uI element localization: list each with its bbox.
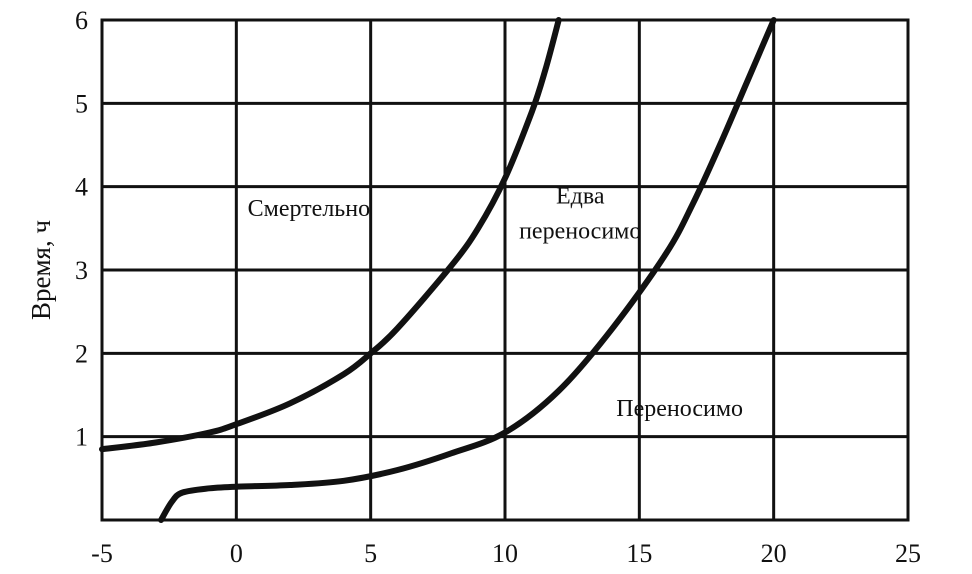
region-label: Переносимо	[616, 396, 743, 422]
x-tick-label: -5	[91, 539, 113, 568]
curves	[99, 17, 777, 523]
region-label: переносимо	[519, 218, 641, 244]
x-tick-label: 25	[895, 539, 921, 568]
grid	[100, 18, 910, 520]
x-tick-label: 5	[364, 539, 377, 568]
x-tick-label: 15	[626, 539, 652, 568]
region-label: Едва	[556, 183, 605, 209]
y-axis-ticks: 1 2 3 4 5 6	[75, 6, 88, 452]
x-axis-ticks: -5 0 5 10 15 20 25	[91, 539, 921, 568]
x-tick-label: 10	[492, 539, 518, 568]
y-tick-label: 6	[75, 6, 88, 35]
region-label: Смертельно	[248, 196, 370, 222]
series-line-0	[99, 17, 562, 453]
series-line-1	[158, 17, 777, 523]
region-labels: Смертельно Едва переносимо Переносимо	[248, 183, 743, 422]
y-tick-label: 3	[75, 256, 88, 285]
y-tick-label: 4	[75, 173, 88, 202]
y-tick-label: 1	[75, 423, 88, 452]
y-axis-label: Время, ч	[26, 220, 56, 320]
y-tick-label: 2	[75, 339, 88, 368]
x-tick-label: 20	[761, 539, 787, 568]
y-tick-label: 5	[75, 89, 88, 118]
plot-frame	[100, 18, 910, 522]
x-tick-label: 0	[230, 539, 243, 568]
